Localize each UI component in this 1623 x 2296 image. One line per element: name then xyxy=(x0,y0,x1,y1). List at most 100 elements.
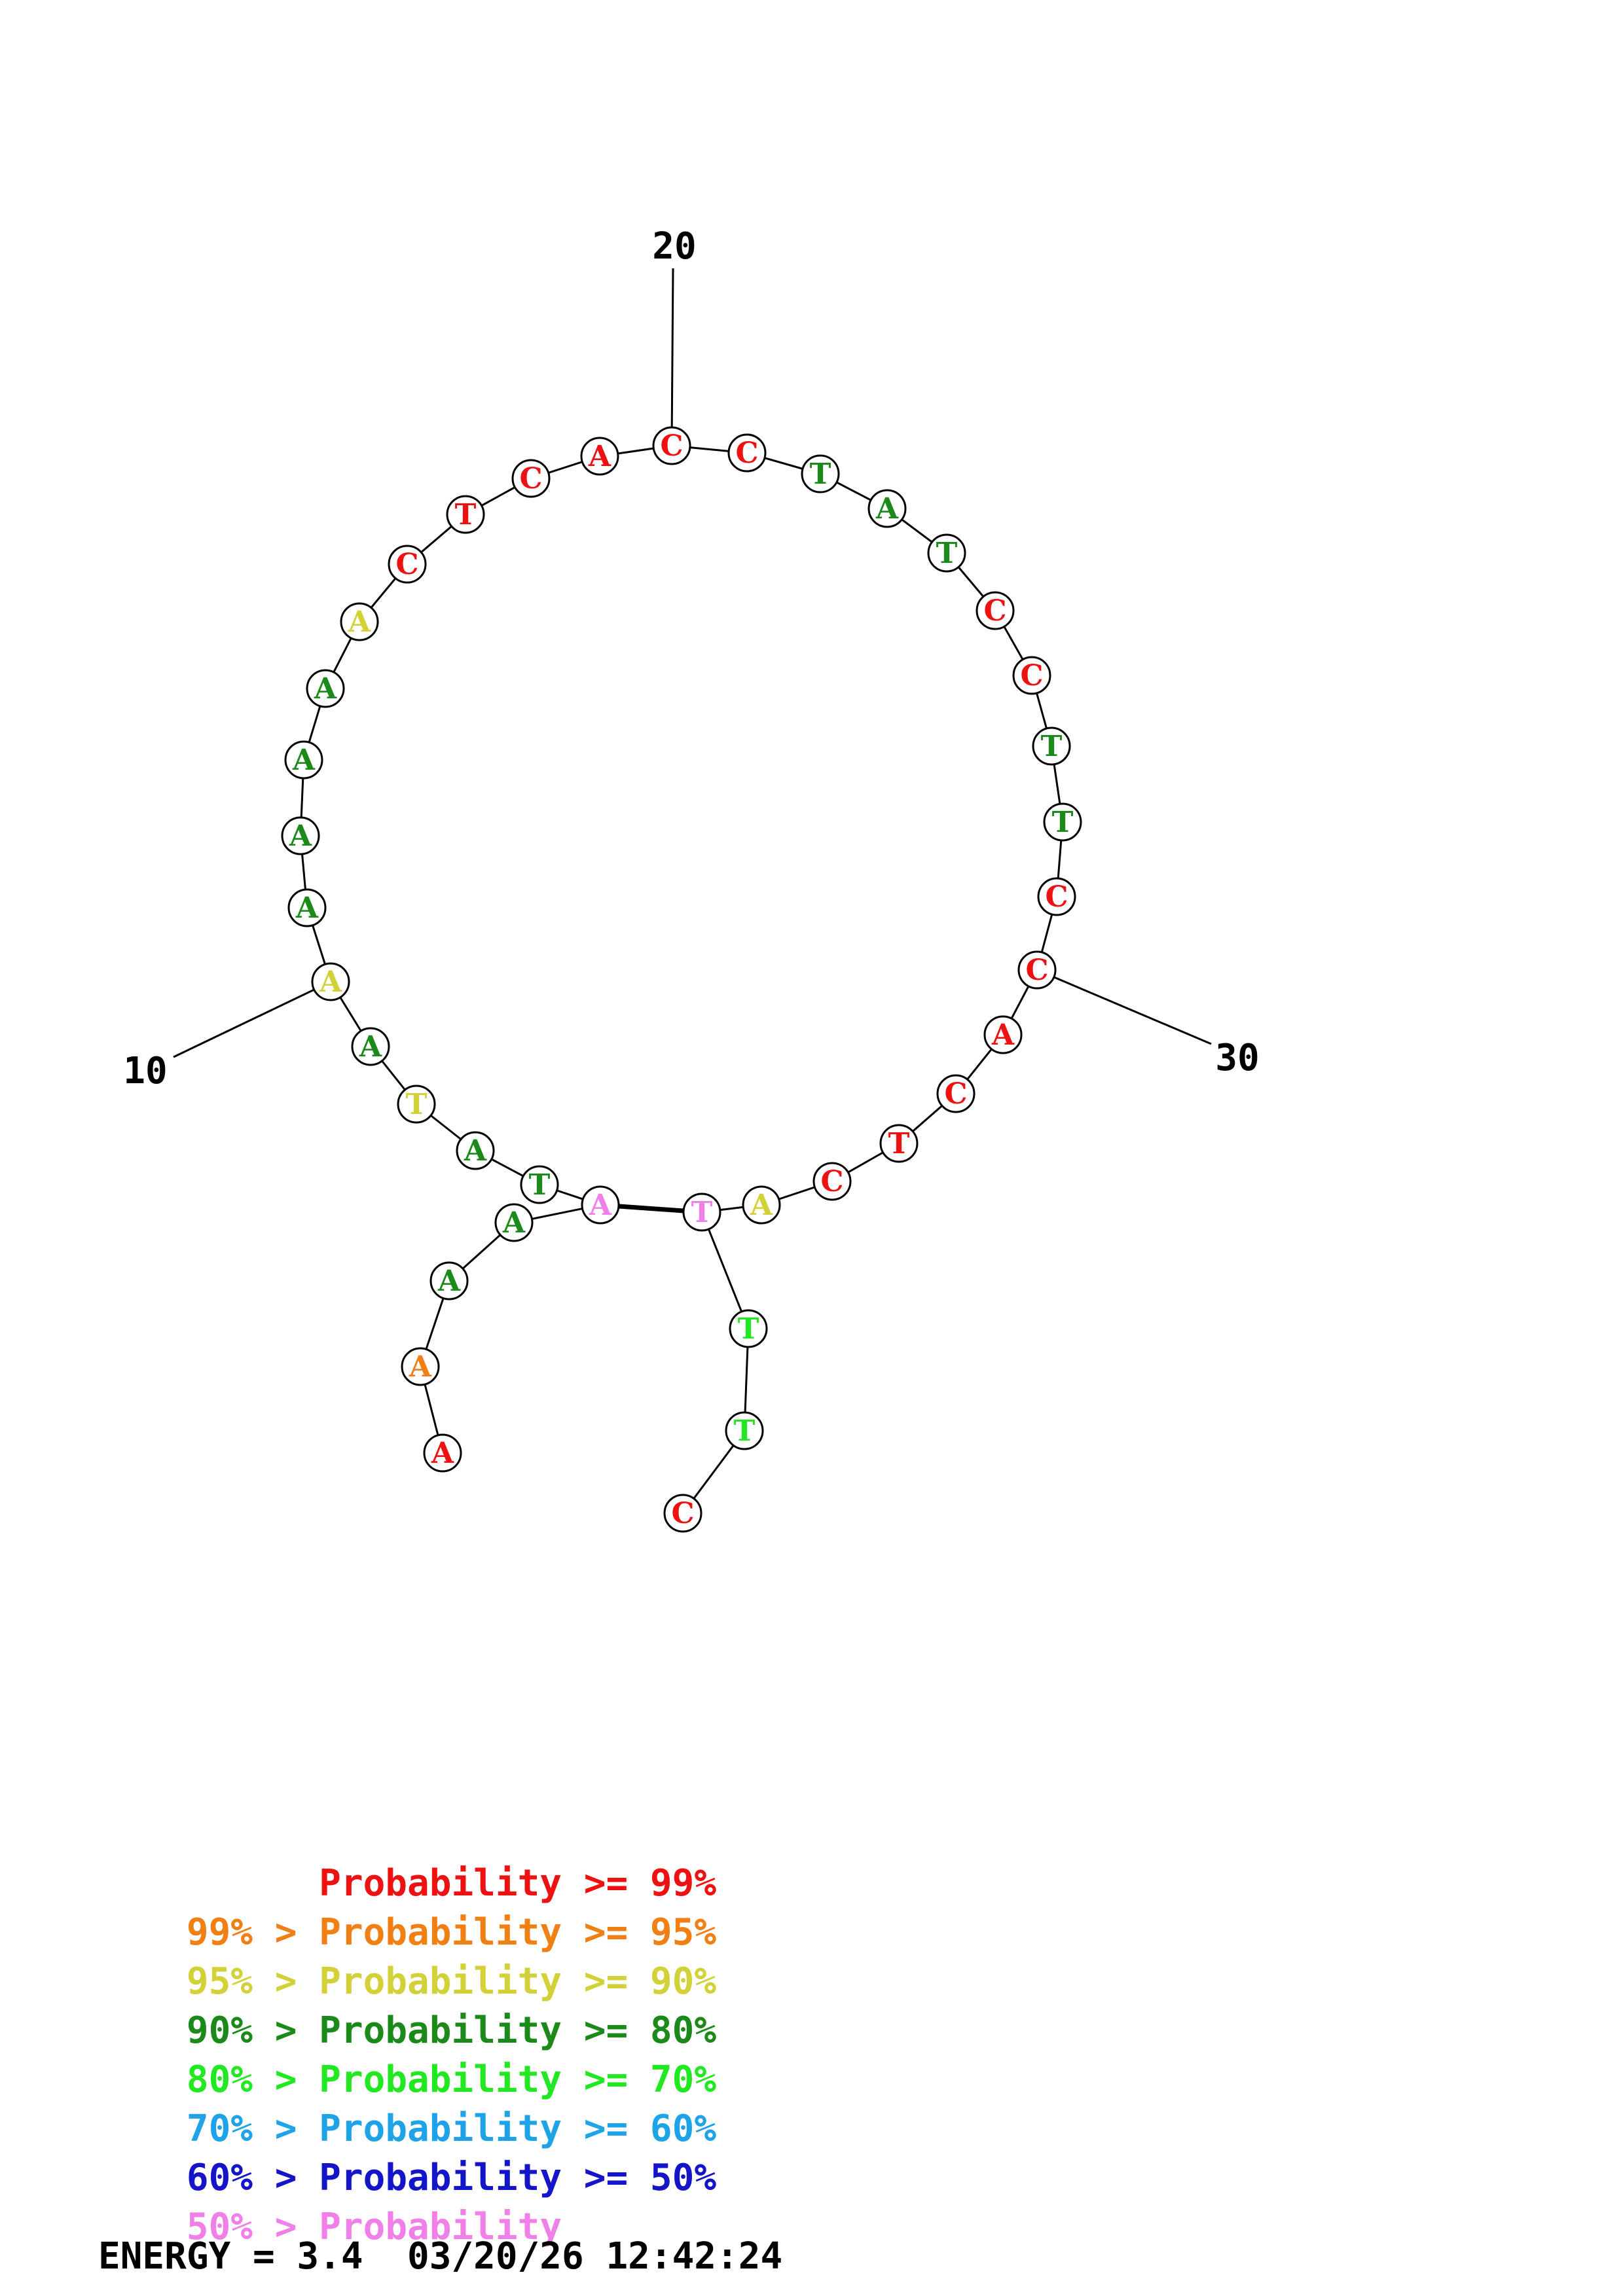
nucleotide-base: A xyxy=(431,1437,454,1470)
nucleotide: A xyxy=(281,816,320,855)
nucleotide: C xyxy=(1037,877,1076,916)
nucleotide-base: A xyxy=(319,965,342,999)
nucleotide-circle xyxy=(927,533,966,573)
nucleotide-circle xyxy=(351,1027,390,1066)
nucleotide-circle xyxy=(801,454,840,493)
nucleotide-base: A xyxy=(409,1350,432,1384)
nucleotide-base: T xyxy=(455,498,477,531)
nucleotide-circle xyxy=(446,495,485,534)
nucleotide-base: C xyxy=(671,1497,694,1530)
nucleotide-base: A xyxy=(295,891,319,925)
nucleotide-base: T xyxy=(936,537,958,570)
nucleotide-base: A xyxy=(750,1189,773,1222)
nucleotide: A xyxy=(456,1131,495,1170)
nucleotide-base: C xyxy=(395,548,418,581)
nucleotide: C xyxy=(388,545,427,584)
nucleotide: A xyxy=(580,437,619,476)
backbone-segment xyxy=(701,1211,750,1329)
nucleotide: C xyxy=(663,1494,702,1533)
nucleotide-circle xyxy=(1037,877,1076,916)
nucleotide-circle xyxy=(1012,656,1051,695)
nucleotide-base: A xyxy=(991,1018,1015,1052)
nucleotide-circle xyxy=(1043,802,1082,842)
nucleotide: C xyxy=(511,459,551,498)
nucleotide-circle xyxy=(520,1165,559,1204)
nucleotide-base: A xyxy=(588,440,611,473)
nucleotide-base: T xyxy=(734,1414,756,1448)
nucleotide-circle xyxy=(401,1347,440,1386)
nucleotide-base: T xyxy=(738,1312,759,1346)
nucleotide: C xyxy=(976,591,1015,630)
nucleotide-base: A xyxy=(464,1134,487,1168)
nucleotide: C xyxy=(727,433,767,473)
nucleotide: T xyxy=(1032,726,1071,766)
nucleotide: A xyxy=(423,1433,462,1473)
energy-value: ENERGY = 3.4 xyxy=(98,2235,363,2278)
nucleotide: A xyxy=(429,1261,469,1300)
nucleotide-base: C xyxy=(1025,954,1048,987)
nucleotide: A xyxy=(742,1185,781,1225)
nucleotide-base: A xyxy=(589,1189,612,1222)
nucleotide: A xyxy=(581,1185,620,1225)
nucleotide: A xyxy=(340,602,379,641)
nucleotide-base: A xyxy=(348,605,371,639)
nucleotide-circle xyxy=(742,1185,781,1225)
nucleotide-base: T xyxy=(810,457,831,491)
nucleotide-base: T xyxy=(1052,806,1074,839)
nucleotide-circle xyxy=(429,1261,469,1300)
nucleotide-circle xyxy=(812,1162,852,1201)
position-label: 20 xyxy=(652,225,696,268)
nucleotide-circle xyxy=(581,1185,620,1225)
nucleotide-circle xyxy=(580,437,619,476)
nucleotide: T xyxy=(927,533,966,573)
position-label: 10 xyxy=(123,1050,167,1092)
timestamp: 03/20/26 12:42:24 xyxy=(407,2235,783,2278)
position-tick xyxy=(173,980,331,1058)
nucleotide-base: C xyxy=(660,429,683,463)
nucleotide: C xyxy=(652,426,691,465)
nucleotide-base: C xyxy=(519,462,542,495)
nucleotide: A xyxy=(287,888,327,927)
nucleotide: T xyxy=(446,495,485,534)
energy-footer: ENERGY = 3.4 03/20/26 12:42:24 xyxy=(98,2237,782,2276)
nucleotide-circle xyxy=(311,962,350,1001)
nucleotide: T xyxy=(725,1411,764,1450)
nucleotide-circle xyxy=(494,1203,534,1242)
nucleotide-circle xyxy=(511,459,551,498)
nucleotide-base: A xyxy=(502,1206,526,1240)
nucleotide-base: A xyxy=(314,672,337,706)
nucleotide-base: A xyxy=(875,492,899,526)
nucleotide-base: C xyxy=(944,1077,967,1111)
position-label: 30 xyxy=(1215,1037,1259,1079)
nucleotide: T xyxy=(397,1085,436,1124)
nucleotide: A xyxy=(867,489,907,528)
nucleotide-circle xyxy=(397,1085,436,1124)
nucleotide-base: T xyxy=(888,1127,910,1160)
nucleotide-base: A xyxy=(292,744,316,777)
nucleotide-circle xyxy=(652,426,691,465)
nucleotide-circle xyxy=(725,1411,764,1450)
nucleotide: C xyxy=(1012,656,1051,695)
nucleotide-base: A xyxy=(437,1265,461,1298)
position-tick xyxy=(670,268,674,446)
nucleotide: A xyxy=(401,1347,440,1386)
nucleotide: T xyxy=(1043,802,1082,842)
nucleotide: C xyxy=(1017,950,1057,990)
nucleotide-circle xyxy=(867,489,907,528)
nucleotide: C xyxy=(812,1162,852,1201)
nucleotide: T xyxy=(682,1193,721,1232)
nucleotide-circle xyxy=(284,740,323,780)
nucleotide-base: A xyxy=(289,819,312,853)
nucleotide-circle xyxy=(306,669,345,708)
nucleotide-circle xyxy=(936,1074,976,1113)
nucleotide: T xyxy=(520,1165,559,1204)
nucleotide-circle xyxy=(1017,950,1057,990)
nucleotide: C xyxy=(936,1074,976,1113)
nucleotide-circle xyxy=(983,1015,1023,1054)
nucleotide: A xyxy=(983,1015,1023,1054)
nucleotide: A xyxy=(351,1027,390,1066)
position-ticks: 10 20 30 xyxy=(123,225,1259,1092)
nucleotide-base: C xyxy=(735,437,758,470)
